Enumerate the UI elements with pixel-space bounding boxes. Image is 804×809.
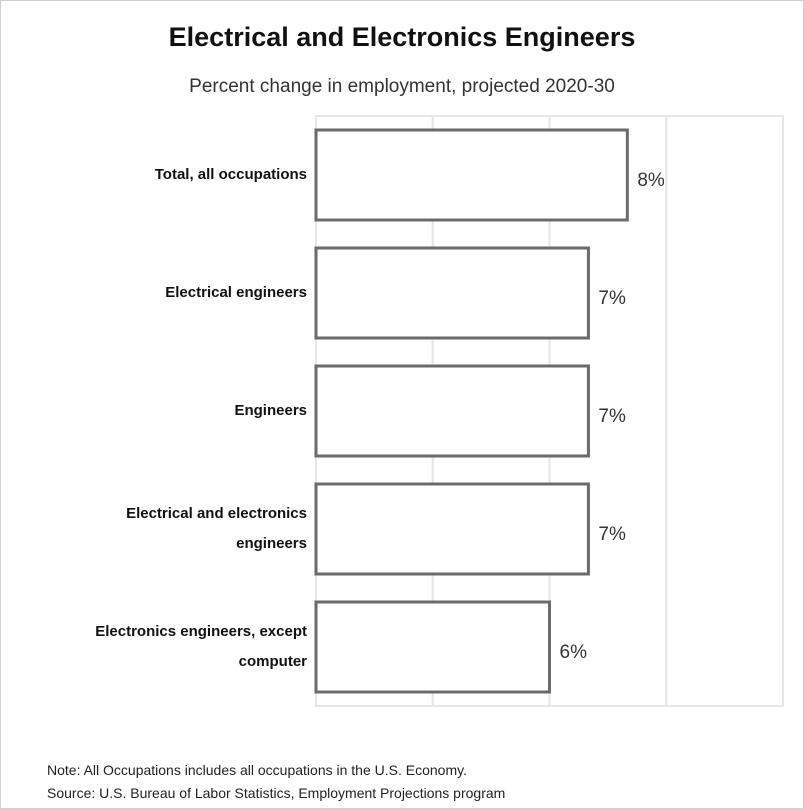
value-label: 6% xyxy=(559,642,587,663)
category-label: Electronics engineers, except computer xyxy=(95,623,307,670)
chart-note: Note: All Occupations includes all occup… xyxy=(47,762,467,778)
value-label: 8% xyxy=(637,170,665,191)
category-label: Electrical engineers xyxy=(165,284,307,301)
chart-title: Electrical and Electronics Engineers xyxy=(168,22,636,52)
chart-subtitle: Percent change in employment, projected … xyxy=(189,76,615,97)
value-label: 7% xyxy=(598,524,626,545)
value-label: 7% xyxy=(598,406,626,427)
value-label: 7% xyxy=(598,288,626,309)
bar xyxy=(314,600,551,694)
chart-source: Source: U.S. Bureau of Labor Statistics,… xyxy=(47,785,506,801)
bar xyxy=(314,128,629,222)
category-label: Electrical and electronics engineers xyxy=(126,505,307,552)
category-label: Total, all occupations xyxy=(154,166,307,183)
bar xyxy=(314,482,590,576)
bar xyxy=(314,364,590,458)
bar xyxy=(314,246,590,340)
category-label: Engineers xyxy=(234,402,307,419)
